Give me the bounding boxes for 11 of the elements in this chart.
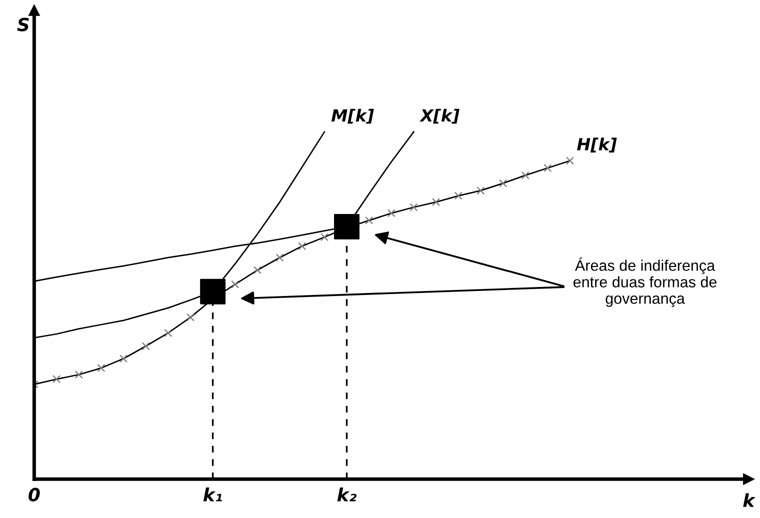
x-tick-label: 0: [28, 488, 40, 502]
point: [334, 214, 360, 240]
series-label: H[k]: [577, 138, 617, 153]
annotation: Áreas de indiferença entre duas formas de governança: [573, 258, 717, 307]
series-label: X[k]: [420, 108, 460, 124]
x-axis-title: k: [743, 493, 756, 507]
text: S: [17, 18, 29, 32]
x-tick-label: k₂: [337, 487, 357, 502]
x-tick-label: k₁: [203, 487, 222, 502]
point: [200, 278, 226, 304]
series-label: M[k]: [331, 108, 374, 124]
